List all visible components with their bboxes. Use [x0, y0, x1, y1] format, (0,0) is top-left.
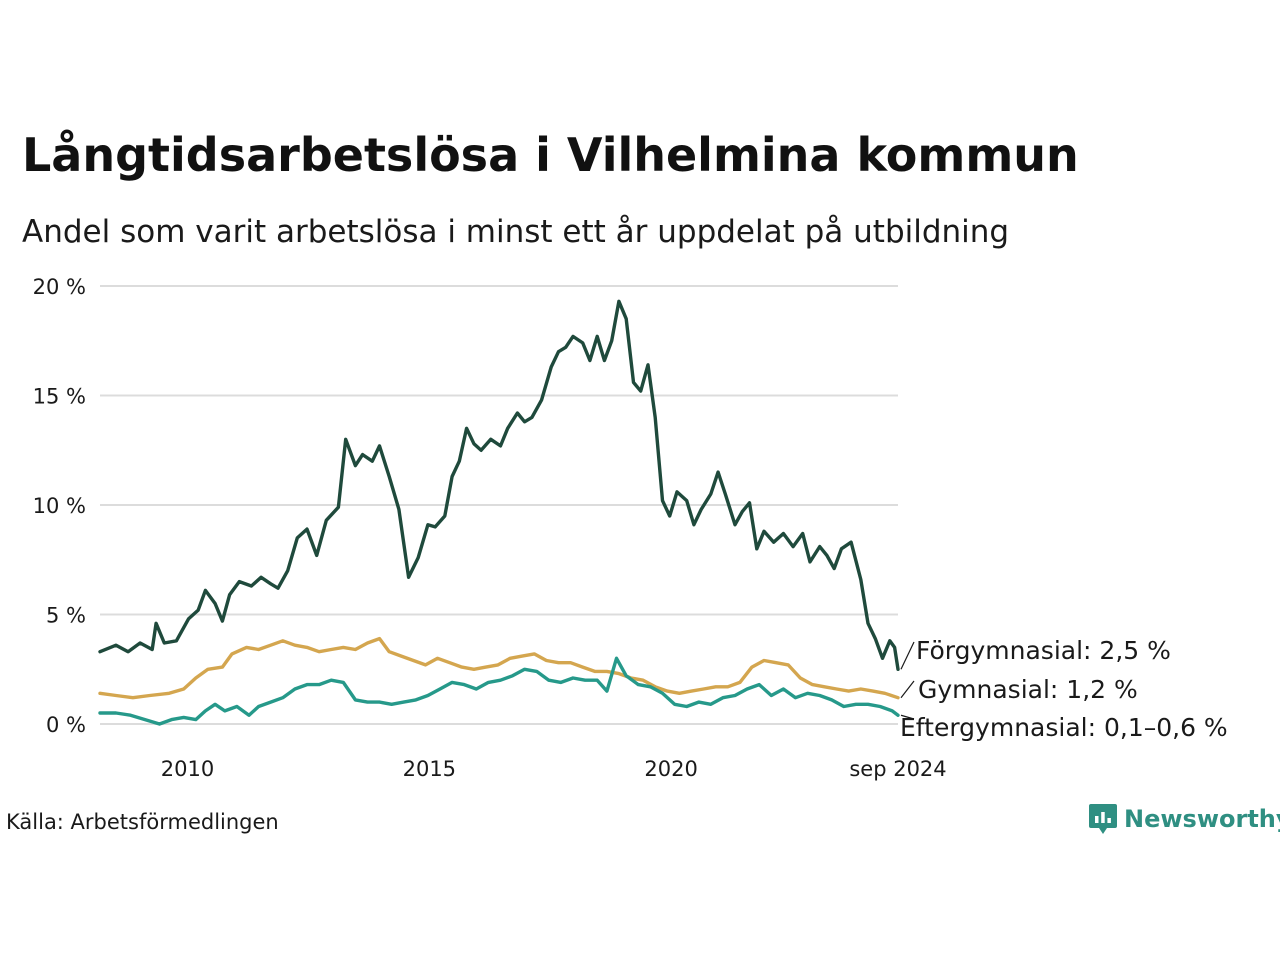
series-end-label-forgymnasial: Förgymnasial: 2,5 %	[916, 636, 1171, 665]
y-tick-label: 0 %	[46, 713, 86, 737]
label-leader-line	[900, 714, 915, 720]
y-tick-label: 10 %	[33, 494, 86, 518]
brand-name: Newsworthy	[1124, 805, 1280, 833]
series-line-gymnasial	[98, 636, 900, 700]
x-tick-label: 2010	[161, 757, 214, 781]
series-line-forgymnasial	[98, 299, 900, 671]
series-line-eftergymnasial	[98, 656, 900, 726]
label-leader-line	[900, 680, 915, 699]
line-chart: 0 %5 %10 %15 %20 % 2010 2015 2020 sep 2024 …	[33, 275, 1228, 781]
series-end-label-eftergymnasial: Eftergymnasial: 0,1–0,6 %	[900, 713, 1228, 742]
label-leader-line	[900, 641, 915, 670]
brand-logo: Newsworthy	[1088, 802, 1280, 836]
y-axis-tick-labels: 0 % 5 % 10 % 15 % 20 %	[33, 275, 86, 737]
y-tick-label: 20 %	[33, 275, 86, 299]
chart-title: Långtidsarbetslösa i Vilhelmina kommun	[22, 128, 1079, 182]
x-tick-label: sep 2024	[849, 757, 946, 781]
gridlines	[100, 285, 898, 725]
y-tick-label: 5 %	[46, 604, 86, 628]
series-end-labels: Förgymnasial: 2,5 % Gymnasial: 1,2 % Efter…	[900, 636, 1228, 742]
x-axis-tick-labels: 2010 2015 2020 sep 2024	[161, 757, 947, 781]
source-note: Källa: Arbetsförmedlingen	[6, 810, 279, 834]
bar-chart-speech-bubble-icon	[1089, 804, 1117, 834]
series-lines	[98, 299, 900, 726]
y-tick-label: 15 %	[33, 385, 86, 409]
x-tick-label: 2020	[644, 757, 697, 781]
series-end-label-gymnasial: Gymnasial: 1,2 %	[918, 675, 1138, 704]
chart-subtitle: Andel som varit arbetslösa i minst ett å…	[22, 214, 1010, 250]
x-tick-label: 2015	[403, 757, 456, 781]
